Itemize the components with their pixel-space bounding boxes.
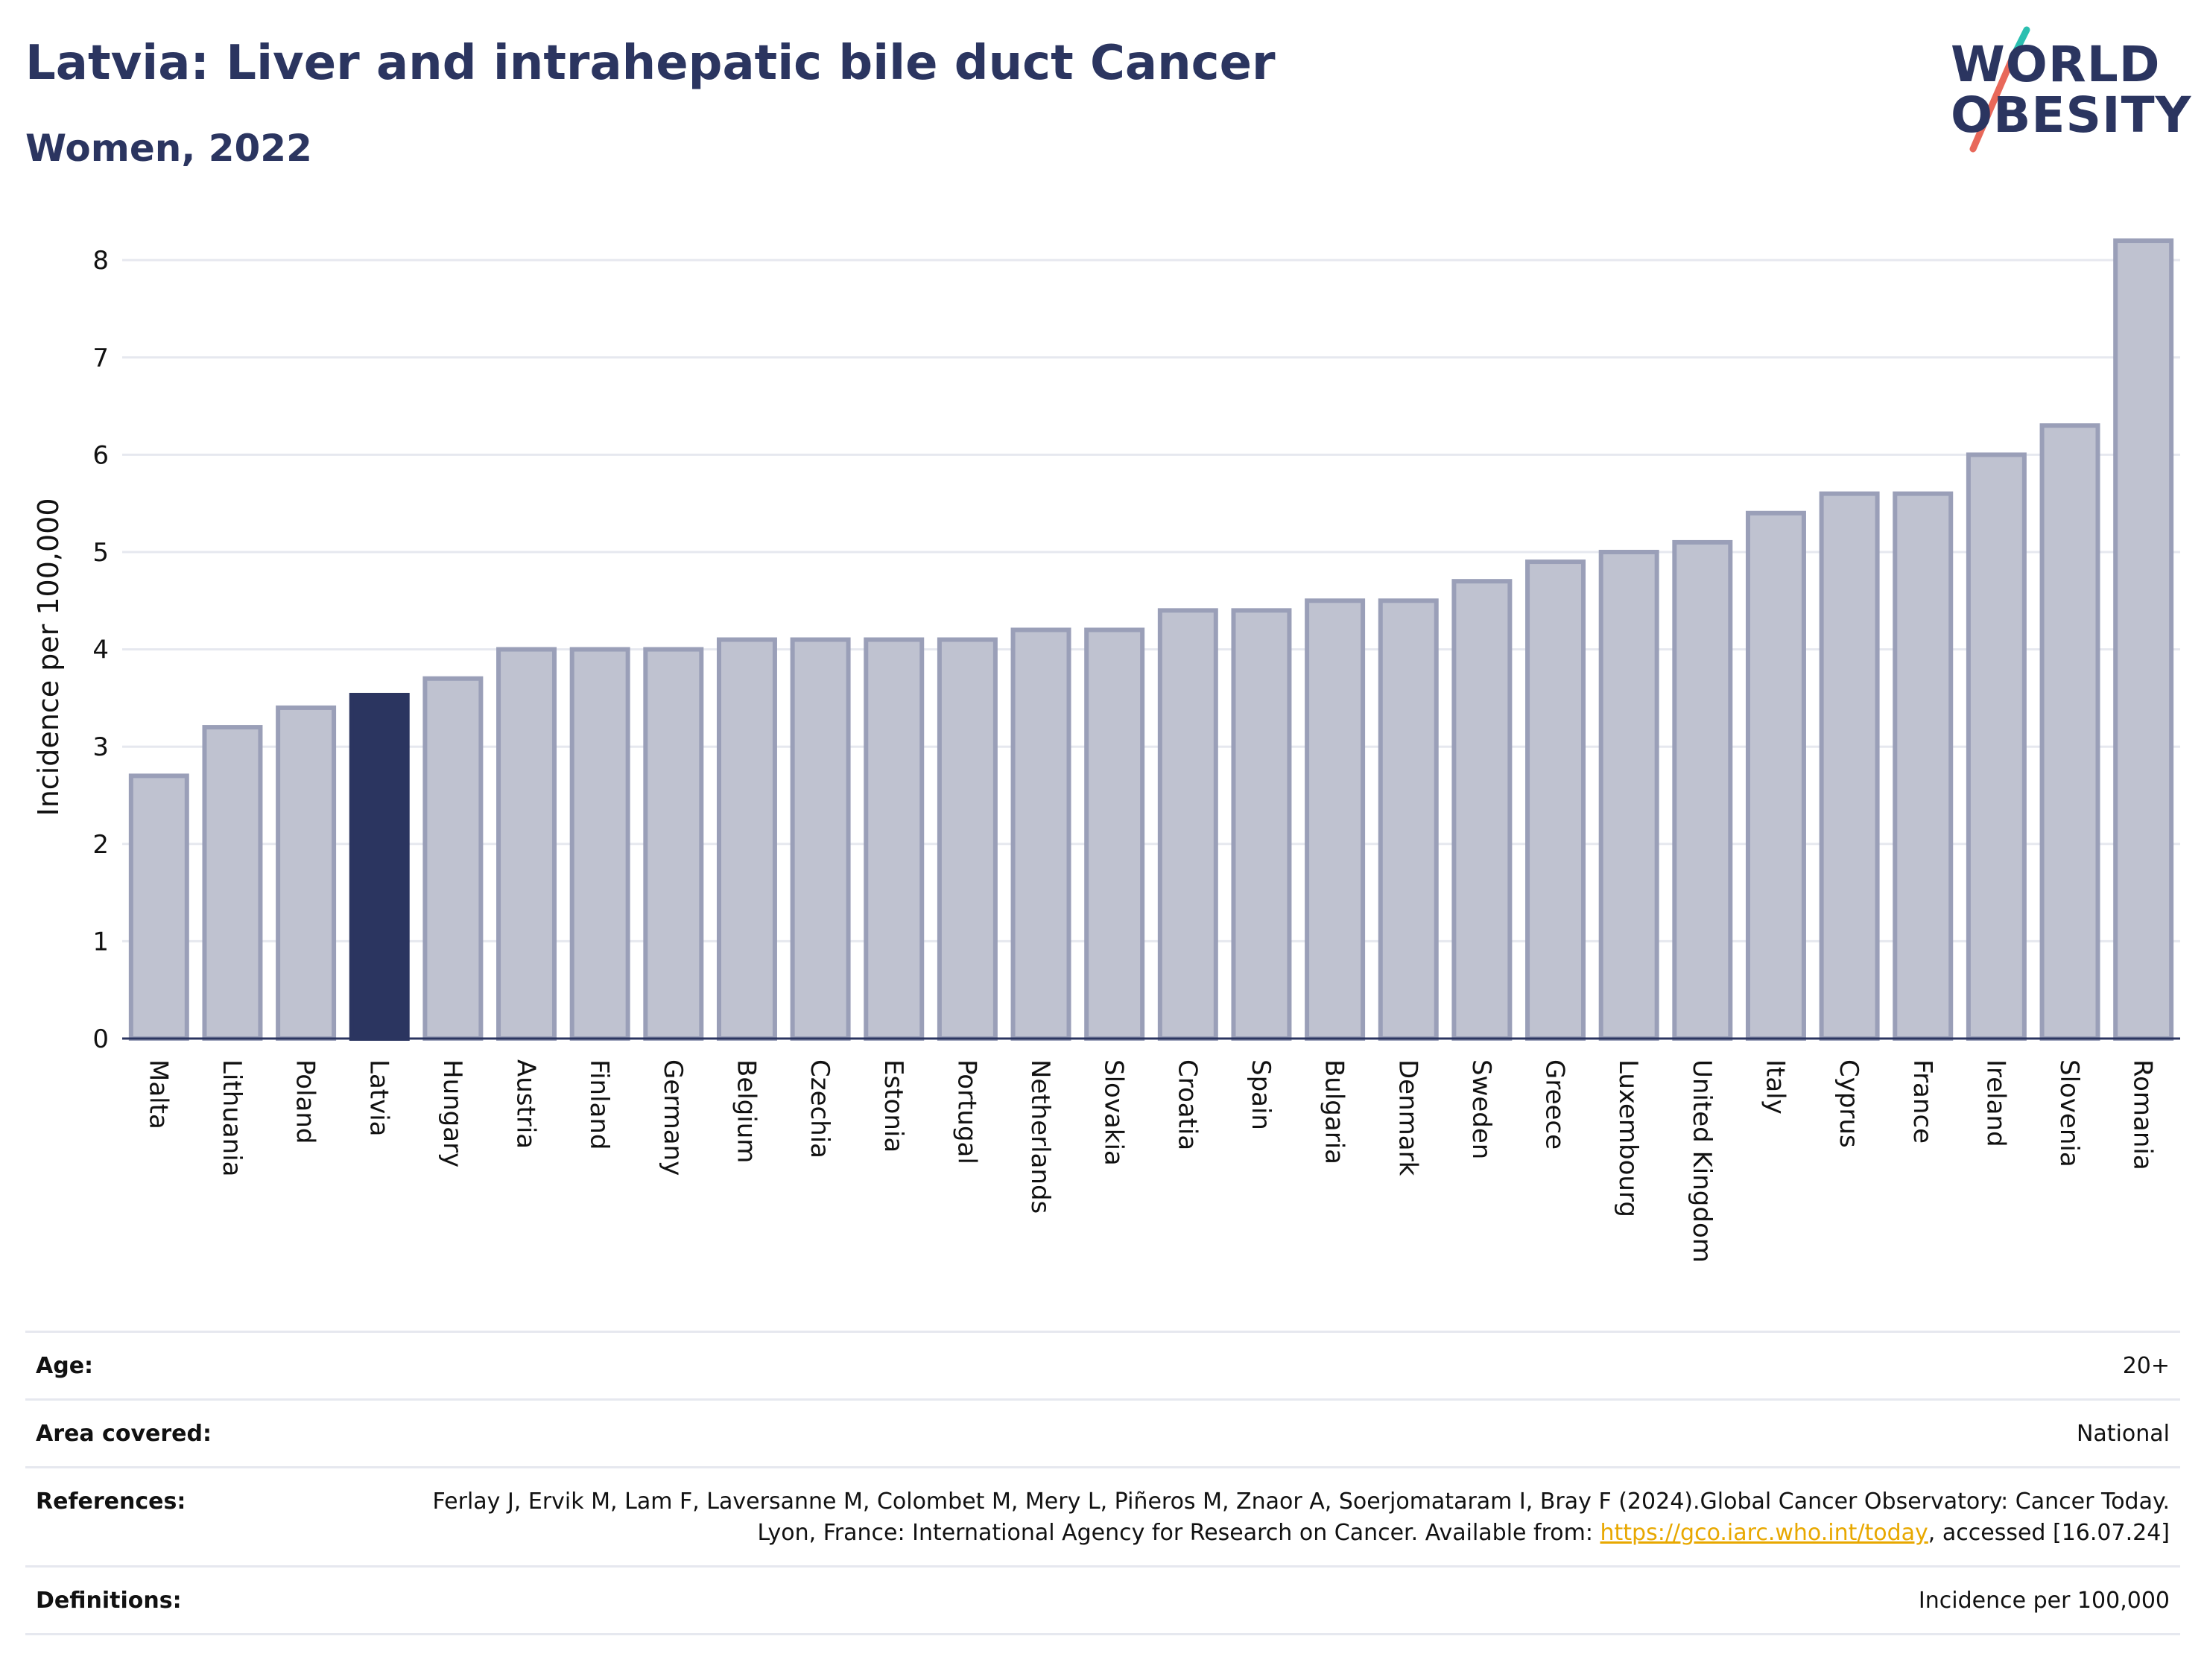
y-axis-label: Incidence per 100,000 xyxy=(32,498,65,816)
y-tick-label: 1 xyxy=(92,927,109,957)
x-tick-label: Ireland xyxy=(1980,1059,2010,1147)
meta-value-age: 20+ xyxy=(2122,1353,2170,1379)
x-tick-label: Bulgaria xyxy=(1320,1059,1349,1164)
bar-germany xyxy=(643,647,704,1041)
x-tick-label: Belgium xyxy=(731,1059,761,1163)
x-tick-label: Sweden xyxy=(1466,1059,1496,1159)
meta-label-age: Age: xyxy=(36,1353,94,1379)
y-axis-ticks: 0 1 2 3 4 5 6 7 8 xyxy=(92,246,109,1054)
bar-cyprus xyxy=(1819,491,1880,1041)
x-tick-label: Spain xyxy=(1246,1059,1276,1130)
x-tick-label: Slovakia xyxy=(1099,1059,1129,1166)
world-obesity-logo: WORLD OBESITY xyxy=(1937,22,2191,156)
meta-row-references: References: Ferlay J, Ervik M, Lam F, La… xyxy=(25,1466,2180,1565)
x-tick-label: Hungary xyxy=(437,1059,467,1167)
logo-text-world: WORLD xyxy=(1951,36,2161,93)
bar-finland xyxy=(569,647,630,1041)
y-tick-label: 0 xyxy=(92,1024,109,1054)
bar-slovakia xyxy=(1084,627,1145,1041)
bar-france xyxy=(1893,491,1954,1041)
meta-value-references: Ferlay J, Ervik M, Lam F, Laversanne M, … xyxy=(381,1486,2170,1549)
meta-label-area: Area covered: xyxy=(36,1421,212,1447)
bar-belgium xyxy=(716,637,777,1041)
logo-slash-icon xyxy=(1969,26,2030,153)
y-tick-label: 8 xyxy=(92,246,109,276)
y-tick-label: 6 xyxy=(92,440,109,470)
logo-text-obesity: OBESITY xyxy=(1951,86,2192,144)
reference-link[interactable]: https://gco.iarc.who.int/today xyxy=(1600,1520,1928,1546)
x-tick-label: Netherlands xyxy=(1025,1059,1055,1214)
bar-portugal xyxy=(937,637,998,1041)
x-tick-label: Slovenia xyxy=(2054,1059,2084,1167)
metadata-table: Age: 20+ Area covered: National Referenc… xyxy=(25,1331,2180,1635)
bar-malta xyxy=(128,773,189,1041)
bar-austria xyxy=(496,647,557,1041)
bar-denmark xyxy=(1378,598,1439,1041)
bar-lithuania xyxy=(202,725,263,1041)
x-tick-label: Italy xyxy=(1760,1059,1790,1115)
x-tick-label: Poland xyxy=(291,1059,320,1144)
x-tick-label: Portugal xyxy=(951,1059,981,1164)
meta-label-definitions: Definitions: xyxy=(36,1588,182,1614)
x-tick-label: Czechia xyxy=(805,1059,835,1158)
chart-subtitle: Women, 2022 xyxy=(25,127,312,170)
x-tick-label: Lithuania xyxy=(217,1059,247,1176)
bar-poland xyxy=(276,705,337,1041)
meta-label-references: References: xyxy=(36,1489,186,1515)
bar-croatia xyxy=(1157,608,1218,1041)
bar-sweden xyxy=(1451,579,1513,1041)
meta-row-definitions: Definitions: Incidence per 100,000 xyxy=(25,1565,2180,1635)
x-tick-label: Germany xyxy=(658,1059,688,1176)
x-tick-label: Romania xyxy=(2128,1059,2158,1170)
y-tick-label: 5 xyxy=(92,538,109,568)
x-tick-label: United Kingdom xyxy=(1687,1059,1717,1263)
bar-hungary xyxy=(422,676,484,1041)
x-tick-label: Luxembourg xyxy=(1613,1059,1643,1217)
reference-text: Ferlay J, Ervik M, Lam F, Laversanne M, … xyxy=(432,1489,2170,1546)
meta-row-age: Age: 20+ xyxy=(25,1331,2180,1398)
x-tick-label: Latvia xyxy=(364,1059,393,1137)
x-tick-label: Greece xyxy=(1540,1059,1570,1150)
bar-greece xyxy=(1525,560,1586,1041)
x-tick-label: Cyprus xyxy=(1834,1059,1863,1148)
bar-italy xyxy=(1745,510,1806,1041)
bar-chart: 0 1 2 3 4 5 6 7 8 Malta Lithuania Poland Latvia Hung… xyxy=(32,238,2180,1263)
x-tick-label: Croatia xyxy=(1172,1059,1202,1150)
y-tick-label: 2 xyxy=(92,830,109,860)
x-tick-label: France xyxy=(1907,1059,1937,1144)
meta-value-definitions: Incidence per 100,000 xyxy=(1918,1588,2170,1614)
bar-united-kingdom xyxy=(1672,539,1733,1041)
bar-luxembourg xyxy=(1598,549,1659,1041)
y-tick-label: 7 xyxy=(92,343,109,373)
x-tick-label: Finland xyxy=(584,1059,614,1150)
bar-slovenia xyxy=(2039,423,2100,1041)
y-tick-label: 3 xyxy=(92,732,109,762)
x-tick-label: Estonia xyxy=(878,1059,908,1153)
chart-title: Latvia: Liver and intrahepatic bile duct… xyxy=(25,36,1276,91)
reference-accessed: , accessed [16.07.24] xyxy=(1928,1520,2170,1546)
x-tick-label: Denmark xyxy=(1393,1059,1422,1176)
bar-latvia xyxy=(349,692,410,1042)
bar-ireland xyxy=(1966,452,2027,1041)
y-tick-label: 4 xyxy=(92,635,109,665)
meta-row-area: Area covered: National xyxy=(25,1398,2180,1466)
bar-spain xyxy=(1231,608,1292,1041)
bar-romania xyxy=(2113,238,2174,1042)
bar-czechia xyxy=(790,637,851,1041)
bar-netherlands xyxy=(1010,627,1071,1041)
x-axis-ticks: Malta Lithuania Poland Latvia Hungary Austria… xyxy=(143,1059,2157,1263)
x-tick-label: Malta xyxy=(143,1059,173,1129)
meta-value-area: National xyxy=(2076,1421,2170,1447)
bar-bulgaria xyxy=(1305,598,1366,1041)
bars xyxy=(128,238,2174,1042)
bar-estonia xyxy=(864,637,925,1041)
x-tick-label: Austria xyxy=(511,1059,541,1149)
